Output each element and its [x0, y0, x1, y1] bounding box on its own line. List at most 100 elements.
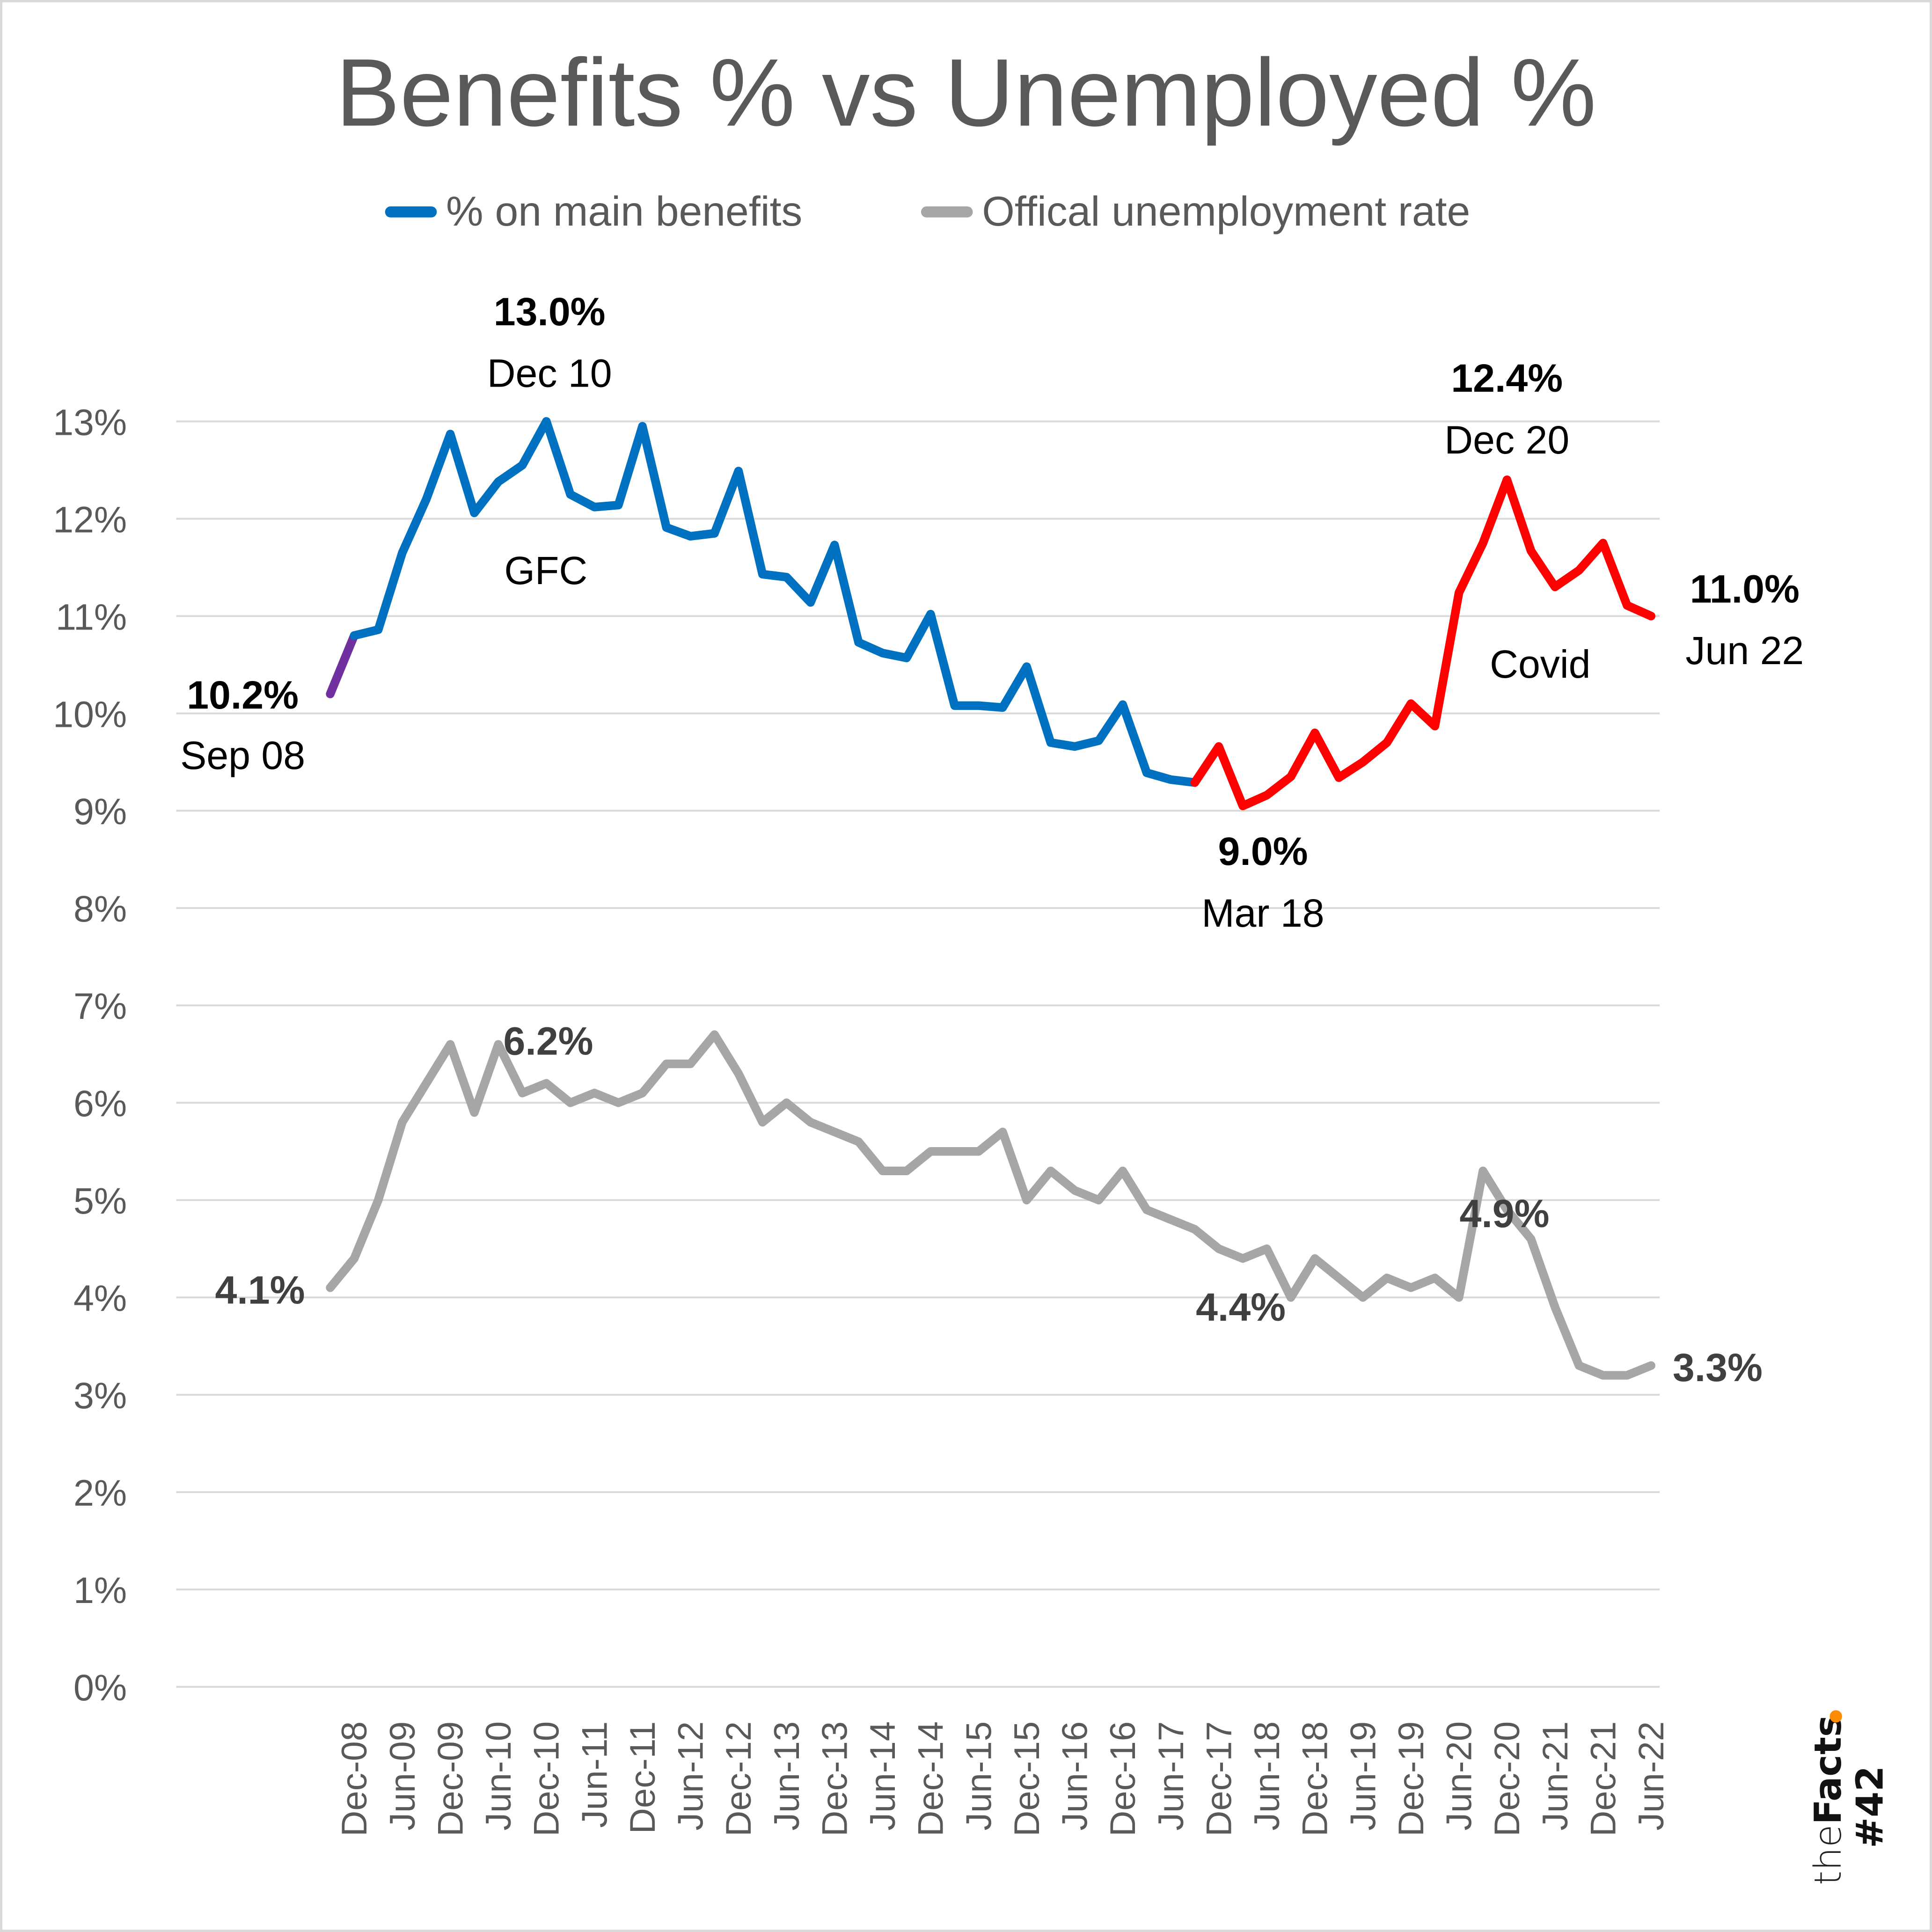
benefits-point [1433, 724, 1438, 729]
x-tick-label: Dec-18 [1295, 1721, 1335, 1837]
benefits-point [328, 691, 333, 696]
annotation-benefits-start-date: Sep 08 [180, 733, 305, 777]
x-tick-label: Jun-10 [479, 1721, 519, 1830]
unemployment-point [784, 1100, 789, 1105]
y-tick-label: 1% [73, 1570, 127, 1611]
benefits-point [1480, 541, 1486, 546]
unemployment-point [1072, 1188, 1077, 1193]
annotation-benefits-start-value: 10.2% [187, 673, 299, 717]
unemployment-point [832, 1129, 837, 1134]
annotation-benefits-peak-date: Dec 10 [487, 351, 612, 395]
benefits-point [1240, 804, 1245, 809]
unemployment-point [712, 1032, 717, 1037]
benefits-point [1193, 780, 1198, 785]
unemployment-point [472, 1110, 477, 1115]
benefits-point [1024, 664, 1029, 669]
x-tick-label: Dec-17 [1199, 1721, 1239, 1837]
annotation-benefits-covid-peak-date: Dec 20 [1444, 418, 1569, 462]
unemployment-point [1456, 1295, 1462, 1300]
benefits-point [1048, 740, 1054, 745]
benefits-point [976, 703, 981, 708]
x-tick-label: Dec-16 [1103, 1721, 1143, 1837]
brand-dot [1830, 1710, 1842, 1723]
x-tick-label: Jun-20 [1440, 1721, 1479, 1830]
brand-prefix: the [1807, 1824, 1850, 1885]
x-axis-ticks: Dec-08 Jun-09 Dec-09 Jun-10 Dec-10 Jun-11 Dec-… [335, 1721, 1671, 1837]
unemployment-point [544, 1081, 549, 1086]
unemployment-point [592, 1090, 597, 1096]
unemployment-point [1168, 1217, 1173, 1222]
annotation-benefits-end-date: Jun 22 [1685, 629, 1804, 673]
x-tick-label: Jun-11 [575, 1721, 615, 1828]
unemployment-point [1625, 1373, 1630, 1378]
benefits-point [1000, 705, 1005, 710]
unemployment-point [1024, 1198, 1029, 1203]
unemployment-point [1552, 1305, 1558, 1310]
benefits-point [1312, 731, 1317, 736]
x-tick-label: Jun-16 [1055, 1721, 1095, 1830]
series-line-benefits-segment-0 [326, 631, 359, 698]
y-tick-label: 7% [73, 986, 127, 1027]
y-tick-label: 10% [53, 694, 127, 735]
series-lines [326, 417, 1655, 1380]
benefits-point [736, 468, 741, 474]
x-tick-label: Dec-11 [623, 1721, 663, 1834]
benefits-point [520, 463, 525, 468]
legend-label-benefits: % on main benefits [446, 188, 802, 234]
annotations: 10.2% Sep 08 13.0% Dec 10 GFC 9.0% Mar 1… [180, 290, 1804, 1390]
chart-title: Benefits % vs Unemployed % [336, 39, 1596, 146]
unemployment-point [616, 1100, 621, 1105]
x-tick-label: Dec-20 [1487, 1721, 1527, 1837]
x-tick-label: Jun-12 [671, 1721, 711, 1830]
annotation-benefits-covid-peak-value: 12.4% [1451, 356, 1563, 400]
benefits-point [784, 575, 789, 580]
benefits-point [1144, 770, 1149, 776]
benefits-point [856, 640, 861, 645]
series-line-benefits-segment-2 [1190, 475, 1655, 811]
y-tick-label: 3% [73, 1375, 127, 1416]
unemployment-point [1577, 1363, 1582, 1368]
unemployment-point [1240, 1256, 1245, 1261]
unemployment-point [328, 1285, 333, 1290]
unemployment-point [1648, 1363, 1654, 1368]
unemployment-point [568, 1100, 573, 1105]
y-axis-ticks: 0% 1% 2% 3% 4% 5% 6% 7% 8% 9% 10% 11% 12% 13% [53, 402, 127, 1708]
x-tick-label: Dec-14 [911, 1721, 951, 1837]
y-tick-label: 11% [56, 596, 127, 637]
unemployment-point [1384, 1275, 1390, 1281]
unemployment-point [952, 1149, 957, 1154]
unemployment-point [1529, 1237, 1534, 1242]
benefits-point [1120, 702, 1126, 707]
annotation-gfc: GFC [504, 549, 587, 593]
unemployment-point [928, 1149, 933, 1154]
x-tick-label: Dec-21 [1583, 1721, 1623, 1837]
unemployment-point [520, 1090, 525, 1096]
annotation-unemployment-end: 3.3% [1673, 1346, 1763, 1390]
unemployment-point [808, 1120, 813, 1125]
benefits-point [1505, 477, 1510, 483]
benefits-point [1336, 775, 1341, 780]
y-tick-label: 4% [73, 1278, 127, 1319]
unemployment-point [1048, 1169, 1054, 1174]
benefits-point [472, 511, 477, 516]
unemployment-point [1312, 1256, 1317, 1261]
x-tick-label: Jun-09 [383, 1721, 423, 1830]
y-tick-label: 9% [73, 791, 127, 832]
x-tick-label: Jun-14 [863, 1721, 903, 1830]
benefits-point [1096, 738, 1101, 743]
benefits-point [1577, 568, 1582, 573]
unemployment-point [1144, 1208, 1149, 1213]
benefits-point [1408, 701, 1413, 706]
unemployment-point [1288, 1295, 1294, 1300]
x-tick-label: Dec-09 [431, 1721, 470, 1837]
x-tick-label: Jun-13 [767, 1721, 807, 1830]
x-tick-label: Dec-10 [527, 1721, 567, 1837]
brand-issue: #42 [1849, 1766, 1892, 1848]
unemployment-point [664, 1061, 669, 1067]
unemployment-point [760, 1120, 765, 1125]
unemployment-point [976, 1149, 981, 1154]
series-line-unemployment [326, 1030, 1655, 1380]
benefits-point [1625, 603, 1630, 608]
legend: % on main benefits Offical unemployment … [385, 188, 1470, 234]
x-tick-label: Jun-21 [1536, 1721, 1575, 1830]
